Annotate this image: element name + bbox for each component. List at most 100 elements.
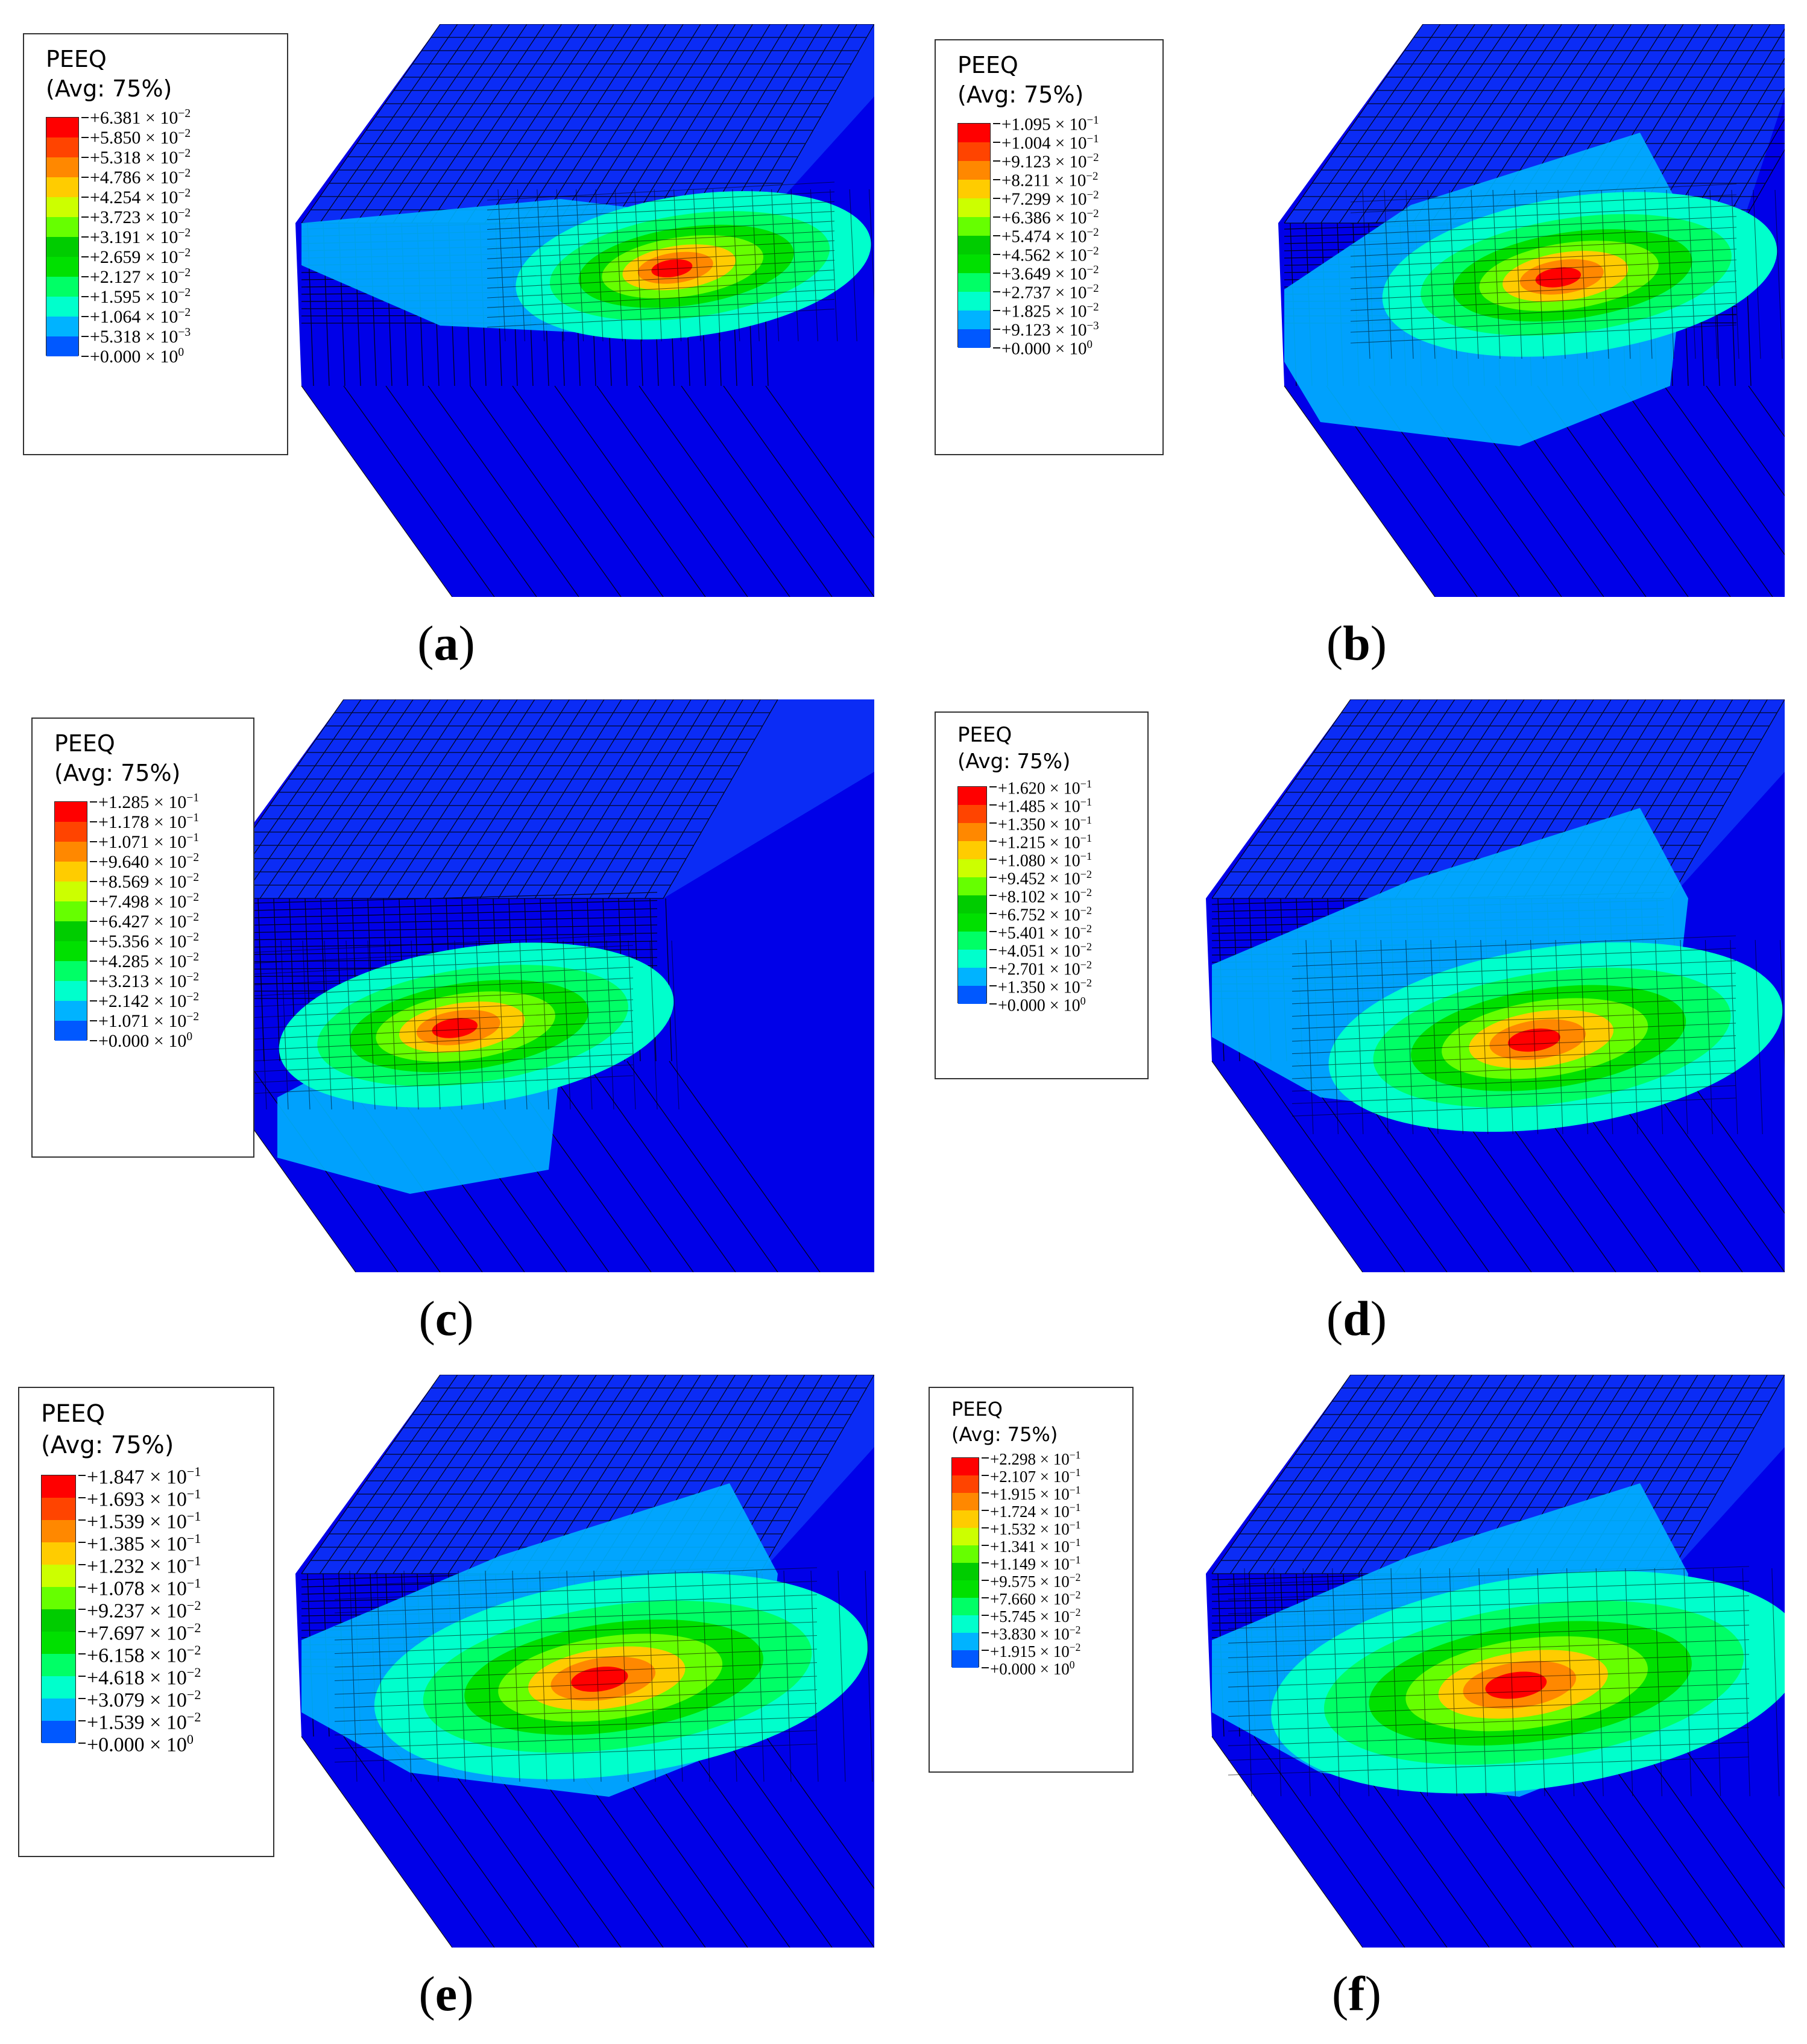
legend-value: +2.298 × 10−1 xyxy=(990,1449,1081,1468)
legend-color-bar xyxy=(41,1475,76,1743)
legend-value: +4.562 × 10−2 xyxy=(1001,245,1099,265)
legend-band xyxy=(46,336,78,356)
legend-value: +2.142 × 10−2 xyxy=(98,991,200,1011)
legend-exponent: −2 xyxy=(1086,151,1099,164)
legend-band xyxy=(46,297,78,317)
contour-legend: PEEQ (Avg: 75%) +2.298 × 10−1 +2.107 × 10−1… xyxy=(929,1387,1134,1773)
legend-color-bar xyxy=(46,117,79,356)
legend-band xyxy=(958,124,990,142)
legend-band xyxy=(952,1580,979,1598)
legend-exponent: −2 xyxy=(186,971,200,983)
legend-exponent: −2 xyxy=(178,207,191,219)
caption-a: (a) xyxy=(417,616,475,670)
fe-mesh-c xyxy=(199,699,874,1272)
legend-tick xyxy=(78,1519,86,1521)
legend-tick xyxy=(81,256,89,257)
legend-exponent: −2 xyxy=(1080,904,1092,916)
legend-tick xyxy=(982,1475,989,1476)
legend-tick xyxy=(982,1650,989,1651)
legend-exponent: −1 xyxy=(186,1531,201,1546)
legend-exponent: −2 xyxy=(178,167,191,180)
legend-tick xyxy=(982,1457,989,1459)
legend-exponent: −1 xyxy=(1080,850,1092,862)
legend-variable: PEEQ xyxy=(46,46,107,72)
legend-band xyxy=(42,1498,75,1520)
legend-band xyxy=(958,805,986,823)
legend-exponent: −1 xyxy=(186,831,200,844)
legend-band xyxy=(55,822,87,842)
legend-tick xyxy=(989,931,997,932)
legend-tick xyxy=(993,123,1000,124)
legend-band xyxy=(958,236,990,254)
legend-band xyxy=(46,177,78,197)
legend-tick xyxy=(90,861,97,862)
legend-tick xyxy=(90,841,97,842)
legend-exponent: −2 xyxy=(186,1642,201,1658)
legend-variable: PEEQ xyxy=(957,52,1018,78)
legend-band xyxy=(55,961,87,981)
legend-value: +2.107 × 10−1 xyxy=(990,1466,1081,1486)
legend-tick xyxy=(989,859,997,860)
legend-exponent: −1 xyxy=(186,1486,201,1501)
legend-variable: PEEQ xyxy=(54,730,115,757)
legend-band xyxy=(952,1615,979,1633)
legend-value: +1.350 × 10−2 xyxy=(998,977,1092,997)
legend-exponent: −3 xyxy=(1086,320,1099,332)
legend-value: +1.078 × 10−1 xyxy=(87,1576,201,1600)
legend-exponent: −1 xyxy=(1069,1449,1081,1461)
legend-tick xyxy=(90,941,97,942)
legend-band xyxy=(958,986,986,1004)
legend-value: +8.569 × 10−2 xyxy=(98,871,200,892)
legend-exponent: −2 xyxy=(178,286,191,299)
legend-exponent: −2 xyxy=(178,187,191,200)
legend-value: +6.381 × 10−2 xyxy=(90,107,191,128)
legend-color-bar xyxy=(957,786,987,1004)
legend-exponent: 0 xyxy=(178,346,184,359)
legend-band xyxy=(952,1563,979,1580)
legend-band xyxy=(46,137,78,157)
legend-band xyxy=(46,197,78,217)
legend-band xyxy=(42,1565,75,1587)
legend-tick xyxy=(993,310,1000,311)
legend-value: +1.620 × 10−1 xyxy=(998,778,1092,798)
legend-value: +1.149 × 10−1 xyxy=(990,1554,1081,1573)
legend-exponent: −2 xyxy=(186,1687,201,1702)
legend-value: +3.723 × 10−2 xyxy=(90,207,191,227)
legend-tick xyxy=(81,236,89,238)
legend-band xyxy=(46,237,78,257)
legend-value: +7.299 × 10−2 xyxy=(1001,189,1099,209)
contour-panel-b: PEEQ (Avg: 75%) +1.095 × 10−1 +1.004 × 10−1… xyxy=(929,24,1785,597)
mesh-lines-overlay xyxy=(334,1567,873,1782)
legend-exponent: −2 xyxy=(186,911,200,924)
legend-exponent: −2 xyxy=(1080,923,1092,935)
legend-tick xyxy=(993,347,1000,349)
legend-band xyxy=(958,841,986,859)
legend-value: +5.745 × 10−2 xyxy=(990,1606,1081,1626)
legend-exponent: −2 xyxy=(1080,959,1092,971)
legend-variable: PEEQ xyxy=(41,1400,106,1428)
legend-value: +1.539 × 10−2 xyxy=(87,1709,201,1734)
legend-tick xyxy=(81,117,89,118)
legend-tick xyxy=(989,895,997,896)
legend-band xyxy=(958,180,990,198)
legend-value: +5.401 × 10−2 xyxy=(998,923,1092,943)
legend-tick xyxy=(982,1667,989,1668)
legend-exponent: −3 xyxy=(178,326,191,339)
legend-band xyxy=(952,1510,979,1528)
legend-tick xyxy=(78,1475,86,1476)
legend-value: +5.850 × 10−2 xyxy=(90,127,191,148)
caption-b: (b) xyxy=(1326,616,1387,670)
legend-band xyxy=(46,277,78,297)
legend-band xyxy=(958,142,990,161)
legend-tick xyxy=(78,1586,86,1588)
legend-exponent: −1 xyxy=(1069,1466,1081,1478)
legend-band xyxy=(42,1654,75,1676)
contour-legend: PEEQ (Avg: 75%) +1.847 × 10−1 +1.693 × 10−1… xyxy=(18,1387,274,1857)
legend-exponent: −2 xyxy=(1069,1641,1081,1653)
legend-tick xyxy=(989,949,997,950)
legend-exponent: 0 xyxy=(1069,1659,1075,1671)
legend-band xyxy=(55,1001,87,1021)
contour-band xyxy=(432,1018,478,1038)
legend-band xyxy=(46,157,78,177)
caption-d: (d) xyxy=(1326,1291,1387,1346)
